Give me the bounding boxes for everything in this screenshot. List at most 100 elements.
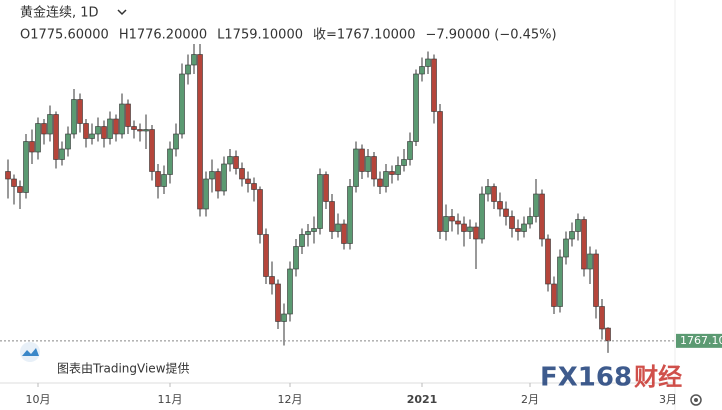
- candle-body: [119, 103, 125, 135]
- candle-body: [101, 126, 107, 139]
- candle-body: [371, 156, 377, 180]
- candle-body: [203, 178, 209, 210]
- candle-body: [137, 129, 143, 132]
- candle-body: [485, 186, 491, 195]
- chart-title: 黄金连续, 1D: [20, 5, 99, 21]
- candle-body: [167, 148, 173, 175]
- ohlc-value: O1775.60000: [20, 28, 109, 43]
- candle-body: [509, 216, 515, 229]
- candle-body: [83, 123, 89, 139]
- candle-body: [497, 201, 503, 210]
- candle-body: [197, 54, 203, 210]
- candle-body: [377, 178, 383, 187]
- logo: FX168: [540, 363, 632, 393]
- x-tick-label: 2月: [521, 393, 539, 406]
- candle-body: [233, 156, 239, 169]
- candle-body: [35, 123, 41, 153]
- candle-body: [455, 220, 461, 225]
- candle-body: [437, 111, 443, 232]
- candle-body: [125, 103, 131, 127]
- candle-body: [521, 223, 527, 232]
- candle-body: [569, 231, 575, 240]
- candle-body: [269, 276, 275, 285]
- candle-body: [413, 73, 419, 142]
- candle-body: [443, 216, 449, 232]
- candle-body: [143, 129, 149, 132]
- candle-body: [29, 141, 35, 153]
- candle-body: [605, 327, 611, 342]
- tradingview-watermark: 图表由TradingView提供: [20, 342, 190, 376]
- candle-body: [575, 219, 581, 232]
- x-tick-label: 3月: [659, 393, 677, 406]
- candle-body: [257, 189, 263, 235]
- candle-body: [323, 174, 329, 202]
- candle-body: [11, 178, 17, 187]
- candle-body: [551, 283, 557, 307]
- ohlc-value: 收=1767.10000: [313, 28, 415, 43]
- candle-body: [59, 148, 65, 160]
- candle-body: [41, 123, 47, 135]
- watermark-icon: [22, 348, 39, 356]
- candle-body: [533, 193, 539, 217]
- candle-body: [311, 228, 317, 232]
- candle-body: [149, 129, 155, 172]
- candle-body: [563, 238, 569, 258]
- candle-body: [341, 223, 347, 244]
- ohlc-value: L1759.10000: [217, 28, 303, 43]
- candle-body: [491, 186, 497, 202]
- candle-body: [263, 234, 269, 277]
- candle-body: [47, 114, 53, 135]
- candle-body: [383, 171, 389, 187]
- candle-body: [431, 58, 437, 112]
- candle-body: [89, 133, 95, 139]
- candle-body: [239, 168, 245, 180]
- candle-body: [467, 226, 473, 232]
- candle-body: [419, 66, 425, 75]
- candle-body: [449, 216, 455, 222]
- candle-body: [557, 256, 563, 307]
- candle-body: [407, 141, 413, 160]
- candle-body: [335, 223, 341, 232]
- candle-body: [347, 186, 353, 244]
- last-price-label: 1767.10: [680, 334, 722, 347]
- x-tick-label: 2021: [407, 393, 438, 406]
- candle-body: [161, 174, 167, 187]
- candle-body: [593, 253, 599, 307]
- candle-body: [515, 228, 521, 232]
- candle-body: [401, 159, 407, 166]
- candle-body: [107, 118, 113, 139]
- candle-body: [251, 183, 257, 190]
- candle-body: [131, 126, 137, 130]
- candle-body: [185, 64, 191, 75]
- settings-icon[interactable]: [690, 394, 702, 406]
- dropdown-icon[interactable]: [117, 9, 127, 16]
- candle-body: [281, 313, 287, 322]
- candle-body: [461, 223, 467, 232]
- candle-body: [215, 171, 221, 192]
- watermark-text: 图表由TradingView提供: [57, 361, 190, 376]
- candle-body: [539, 193, 545, 240]
- last-price-box: [676, 333, 722, 348]
- candle-body: [53, 114, 59, 160]
- ohlc-value: H1776.20000: [119, 28, 207, 43]
- candle-body: [245, 178, 251, 184]
- candle-body: [425, 58, 431, 67]
- candle-body: [389, 171, 395, 175]
- candle-body: [155, 171, 161, 187]
- candle-body: [503, 208, 509, 217]
- ohlc-value: −7.90000 (−0.45%): [425, 28, 556, 43]
- candle-body: [299, 234, 305, 247]
- candle-body: [95, 126, 101, 135]
- candle-body: [191, 54, 197, 66]
- candle-body: [23, 141, 29, 193]
- candle-body: [599, 306, 605, 330]
- candle-body: [527, 216, 533, 225]
- candle-body: [287, 268, 293, 315]
- candle-body: [65, 133, 71, 150]
- candle-body: [359, 148, 365, 172]
- candle-body: [209, 171, 215, 180]
- candle-body: [395, 165, 401, 175]
- candle-body: [227, 156, 233, 165]
- candle-body: [5, 171, 11, 180]
